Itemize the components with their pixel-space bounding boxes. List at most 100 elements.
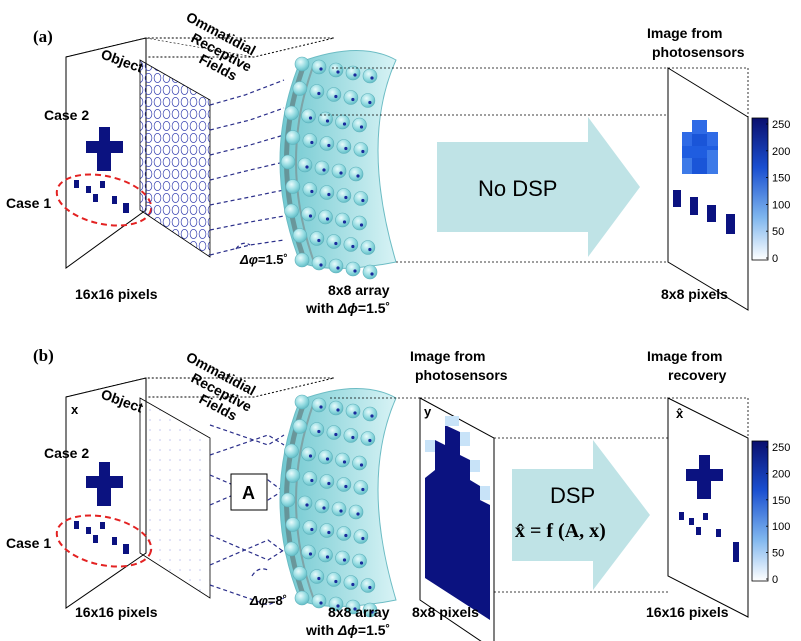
ommatidium-lens (326, 87, 342, 102)
ommatidium-lens (326, 572, 342, 587)
panel-a-dphi-label: Δφ=1.5˚ (239, 252, 288, 267)
panel-b-case1-pixels (74, 521, 129, 554)
panel-a-projection-lines (209, 79, 285, 256)
panel-a-no-dsp-arrow (437, 117, 640, 257)
photosensor-dot (325, 217, 330, 221)
ommatidium-lens (318, 209, 333, 225)
ommatidium-lens (294, 394, 310, 410)
photosensor-dot (317, 576, 321, 581)
ommatidium-lens (292, 81, 308, 96)
ommatidium-lens (309, 84, 325, 99)
ommatidium-lens (294, 56, 310, 72)
ommatidium-lens (284, 443, 299, 459)
ommatidium-lens (285, 130, 301, 145)
photosensor-dot (351, 244, 355, 249)
panel-a-array-caption-1: 8x8 array (328, 282, 390, 298)
colorbar-tick-label: 150 (772, 173, 790, 185)
ommatidium-lens (318, 547, 333, 563)
panel-b-projection-lines (209, 424, 285, 606)
photosensor-dot (342, 122, 347, 126)
panel-b-colorbar (751, 440, 769, 582)
panel-b-mid-caption: 8x8 pixels (412, 604, 479, 620)
ommatidium-lens (328, 596, 344, 612)
photosensor-dot (308, 552, 313, 556)
ommatidium-lens (345, 261, 361, 277)
colorbar-tick-label: 250 (772, 442, 790, 454)
ommatidium-lens (352, 455, 367, 471)
colorbar-tick-label: 0 (772, 253, 778, 265)
photosensor-dot (305, 503, 309, 507)
photosensor-dot (353, 269, 357, 273)
photosensor-dot (359, 125, 364, 129)
photosensor-dot (368, 438, 372, 443)
colorbar-tick-label: 200 (772, 146, 790, 158)
ommatidium-lens (353, 142, 369, 157)
panel-b-y-label: y (424, 404, 432, 419)
panel-b-mid-title-2: photosensors (415, 367, 508, 383)
photosensor-dot (327, 530, 331, 535)
photosensor-dot (368, 585, 372, 590)
ommatidium-lens (335, 550, 350, 566)
ommatidium-lens (309, 231, 325, 246)
panel-b-receptive-field-plane (139, 397, 211, 599)
panel-b-arrow-text: DSP (550, 483, 595, 508)
panel-b-output-title-1: Image from (647, 348, 722, 364)
panel-b-compound-eye (279, 387, 397, 618)
ommatidium-lens (311, 397, 327, 413)
ommatidium-lens (284, 105, 299, 121)
photosensor-dot (319, 67, 323, 71)
ommatidium-lens (360, 93, 376, 108)
ommatidium-lens (294, 590, 310, 606)
ommatidium-lens (331, 501, 347, 517)
ommatidium-lens (328, 258, 344, 274)
panel-b-mid-pixels (425, 416, 490, 620)
panel-b-array-caption-1: 8x8 array (328, 604, 390, 620)
panel-a: (a) Object Case 2 Case 1 Ommat (6, 9, 790, 316)
photosensor-dot (308, 116, 313, 120)
photosensor-dot (359, 463, 364, 467)
ommatidium-lens (297, 495, 313, 511)
colorbar-tick-label: 50 (772, 548, 784, 560)
panel-b-x-label: x (71, 402, 79, 417)
panel-a-input-caption: 16x16 pixels (75, 286, 158, 302)
panel-b-matrix-label: A (242, 483, 255, 503)
ommatidium-lens (297, 157, 313, 173)
ommatidium-lens (302, 133, 318, 148)
panel-b-case2-label: Case 2 (44, 445, 89, 461)
ommatidium-lens (353, 529, 369, 544)
ommatidium-lens (343, 428, 359, 443)
photosensor-dot (359, 561, 364, 565)
photosensor-dot (342, 460, 347, 464)
ommatidium-lens (335, 114, 350, 130)
panel-a-colorbar (751, 117, 769, 261)
ommatidium-lens (336, 477, 352, 492)
photosensor-dot (370, 414, 374, 418)
ommatidium-lens (352, 117, 367, 133)
panel-b-colorbar-ticks: 250 200 150 100 50 0 (766, 442, 790, 586)
photosensor-dot (319, 405, 323, 409)
ommatidium-lens (302, 520, 318, 535)
panel-b-array-caption-2: with Δϕ=1.5˚ (305, 622, 390, 638)
colorbar-tick-label: 50 (772, 226, 784, 238)
ommatidium-lens (362, 68, 378, 84)
photosensor-dot (327, 192, 331, 197)
photosensor-dot (351, 582, 355, 587)
ommatidium-lens (311, 59, 327, 75)
photosensor-dot (370, 272, 374, 276)
ommatidium-lens (353, 480, 369, 495)
ommatidium-lens (301, 206, 316, 222)
ommatidium-lens (292, 228, 308, 243)
ommatidium-lens (301, 544, 316, 560)
ommatidium-lens (328, 62, 344, 78)
photosensor-dot (359, 223, 364, 227)
photosensor-dot (353, 411, 357, 415)
photosensor-dot (342, 220, 347, 224)
ommatidium-lens (284, 203, 299, 219)
photosensor-dot (344, 484, 348, 489)
ommatidium-lens (319, 474, 335, 489)
panel-a-fields-label: Ommatidial Receptive Fields (184, 9, 259, 84)
ommatidium-lens (348, 504, 364, 520)
photosensor-dot (325, 119, 330, 123)
ommatidium-lens (284, 541, 299, 557)
